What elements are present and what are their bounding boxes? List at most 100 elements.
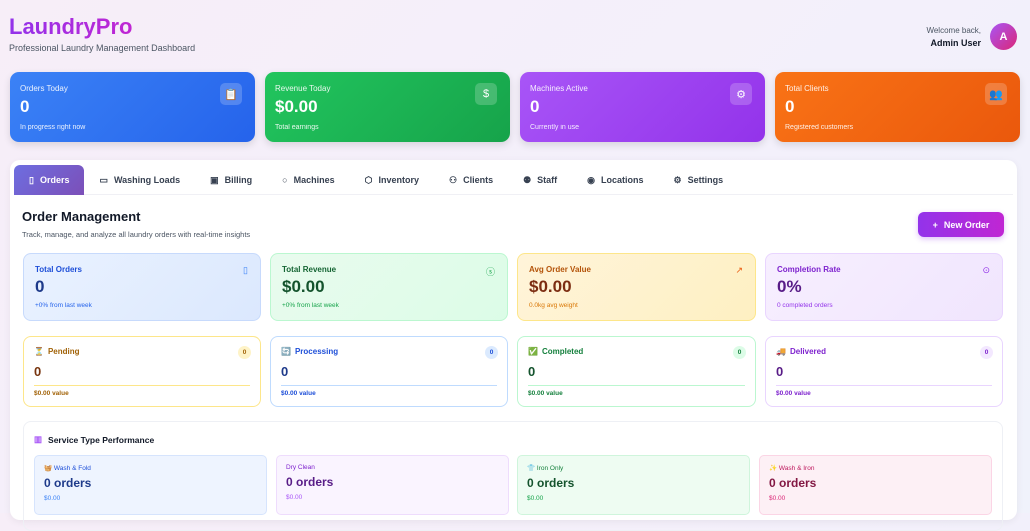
stat-value: 0 [20, 97, 30, 116]
status-sub: $0.00 value [281, 390, 316, 397]
status-processing[interactable]: 🔄 Processing 0 $0.00 value 0 [270, 336, 508, 407]
metric-completion-rate: Completion Rate 0% 0 completed orders ⊙ [765, 253, 1003, 321]
gear-icon: ⚙ [730, 83, 752, 105]
box-icon: ⬡ [364, 174, 373, 185]
service-value: 0 orders [44, 476, 92, 490]
service-sub: $0.00 [286, 494, 303, 501]
metric-label: Total Revenue [282, 265, 337, 274]
service-value: 0 orders [527, 476, 575, 490]
shirt-icon: 👕 [527, 465, 536, 472]
new-order-button[interactable]: + New Order [918, 212, 1004, 237]
tab-label: Orders [39, 175, 70, 185]
service-wash-iron: ✨ Wash & Iron 0 orders $0.00 [759, 455, 992, 515]
divider [776, 385, 992, 386]
stat-sub: Currently in use [530, 124, 580, 131]
metric-sub: 0.0kg avg weight [529, 302, 578, 309]
sparkle-icon: ✨ [769, 465, 778, 472]
tab-settings[interactable]: ⚙ Settings [659, 165, 739, 195]
status-label: Completed [541, 347, 584, 356]
service-label: Wash & Fold [53, 465, 91, 472]
tab-billing[interactable]: ▣ Billing [195, 165, 267, 195]
tab-label: Settings [687, 175, 724, 185]
metric-value: 0 [35, 277, 45, 296]
service-sub: $0.00 [769, 495, 786, 502]
app-subtitle: Professional Laundry Management Dashboar… [9, 43, 196, 53]
dollar-icon: $ [475, 83, 497, 105]
tab-label: Clients [463, 175, 494, 185]
users-icon: ⚇ [449, 174, 458, 185]
check-circle-icon: ⊙ [982, 265, 990, 275]
user-name: Admin User [930, 38, 981, 48]
stat-value: 0 [530, 97, 540, 116]
service-label: Dry Clean [286, 464, 315, 471]
check-icon: ✅ [528, 347, 538, 356]
tab-label: Billing [224, 175, 253, 185]
stat-label: Revenue Today [275, 84, 331, 93]
basket-icon: ▭ [99, 174, 108, 185]
stat-label: Total Clients [785, 84, 829, 93]
tab-inventory[interactable]: ⬡ Inventory [350, 165, 434, 195]
status-value: 0 [528, 364, 536, 379]
clipboard-icon: 📋 [220, 83, 242, 105]
tab-staff[interactable]: ⚉ Staff [508, 165, 572, 195]
avatar[interactable]: A [990, 23, 1017, 50]
stat-sub: In progress right now [20, 124, 86, 131]
tab-machines[interactable]: ○ Machines [267, 165, 349, 195]
clipboard-icon: ▯ [29, 174, 34, 185]
clipboard-icon: ▯ [243, 265, 248, 275]
service-dry-clean: Dry Clean 0 orders $0.00 [276, 455, 509, 515]
service-sub: $0.00 [527, 495, 544, 502]
stat-value: 0 [785, 97, 795, 116]
bar-chart-icon: ▥ [34, 434, 43, 444]
status-count-badge: 0 [733, 346, 746, 359]
status-sub: $0.00 value [776, 390, 811, 397]
stat-machines-active: Machines Active 0 Currently in use ⚙ [520, 72, 765, 142]
service-label: Wash & Iron [778, 465, 815, 472]
tab-locations[interactable]: ◉ Locations [572, 165, 658, 195]
metric-label: Completion Rate [777, 265, 841, 274]
metric-label: Avg Order Value [529, 265, 591, 274]
stat-orders-today: Orders Today 0 In progress right now 📋 [10, 72, 255, 142]
stat-value: $0.00 [275, 97, 318, 116]
metric-avg-order-value: Avg Order Value $0.00 0.0kg avg weight ↗ [517, 253, 756, 321]
section-subtitle: Track, manage, and analyze all laundry o… [22, 230, 251, 239]
status-delivered[interactable]: 🚚 Delivered 0 $0.00 value 0 [765, 336, 1003, 407]
status-label: Processing [294, 347, 339, 356]
pin-icon: ◉ [587, 174, 596, 185]
service-label: Iron Only [536, 465, 564, 472]
stat-label: Orders Today [20, 84, 68, 93]
divider [34, 385, 250, 386]
tab-clients[interactable]: ⚇ Clients [434, 165, 508, 195]
tab-label: Machines [293, 175, 335, 185]
service-wash-fold: 🧺 Wash & Fold 0 orders $0.00 [34, 455, 267, 515]
truck-icon: 🚚 [776, 347, 786, 356]
status-value: 0 [776, 364, 784, 379]
plus-icon: + [932, 219, 938, 230]
tab-label: Inventory [378, 175, 419, 185]
tab-label: Washing Loads [113, 175, 181, 185]
metric-value: $0.00 [282, 277, 325, 296]
service-title: Service Type Performance [48, 434, 155, 445]
receipt-icon: ▣ [210, 174, 219, 185]
stat-sub: Registered customers [785, 124, 854, 131]
status-pending[interactable]: ⏳ Pending 0 $0.00 value 0 [23, 336, 261, 407]
stat-total-clients: Total Clients 0 Registered customers 👥 [775, 72, 1020, 142]
stat-sub: Total earnings [275, 124, 319, 131]
basket-icon: 🧺 [44, 465, 53, 472]
app-title: LaundryPro [9, 14, 133, 39]
metric-sub: +0% from last week [35, 302, 92, 309]
status-completed[interactable]: ✅ Completed 0 $0.00 value 0 [517, 336, 756, 407]
metric-total-orders: Total Orders 0 +0% from last week ▯ [23, 253, 261, 321]
status-sub: $0.00 value [528, 390, 563, 397]
status-label: Delivered [789, 347, 826, 356]
tab-washing-loads[interactable]: ▭ Washing Loads [84, 165, 195, 195]
divider [528, 385, 745, 386]
status-value: 0 [281, 364, 289, 379]
welcome-block: Welcome back, Admin User [926, 25, 981, 49]
status-count-badge: 0 [980, 346, 993, 359]
tab-orders[interactable]: ▯ Orders [14, 165, 85, 195]
metric-sub: +0% from last week [282, 302, 339, 309]
stat-revenue-today: Revenue Today $0.00 Total earnings $ [265, 72, 510, 142]
status-value: 0 [34, 364, 42, 379]
hourglass-icon: ⏳ [34, 347, 44, 356]
